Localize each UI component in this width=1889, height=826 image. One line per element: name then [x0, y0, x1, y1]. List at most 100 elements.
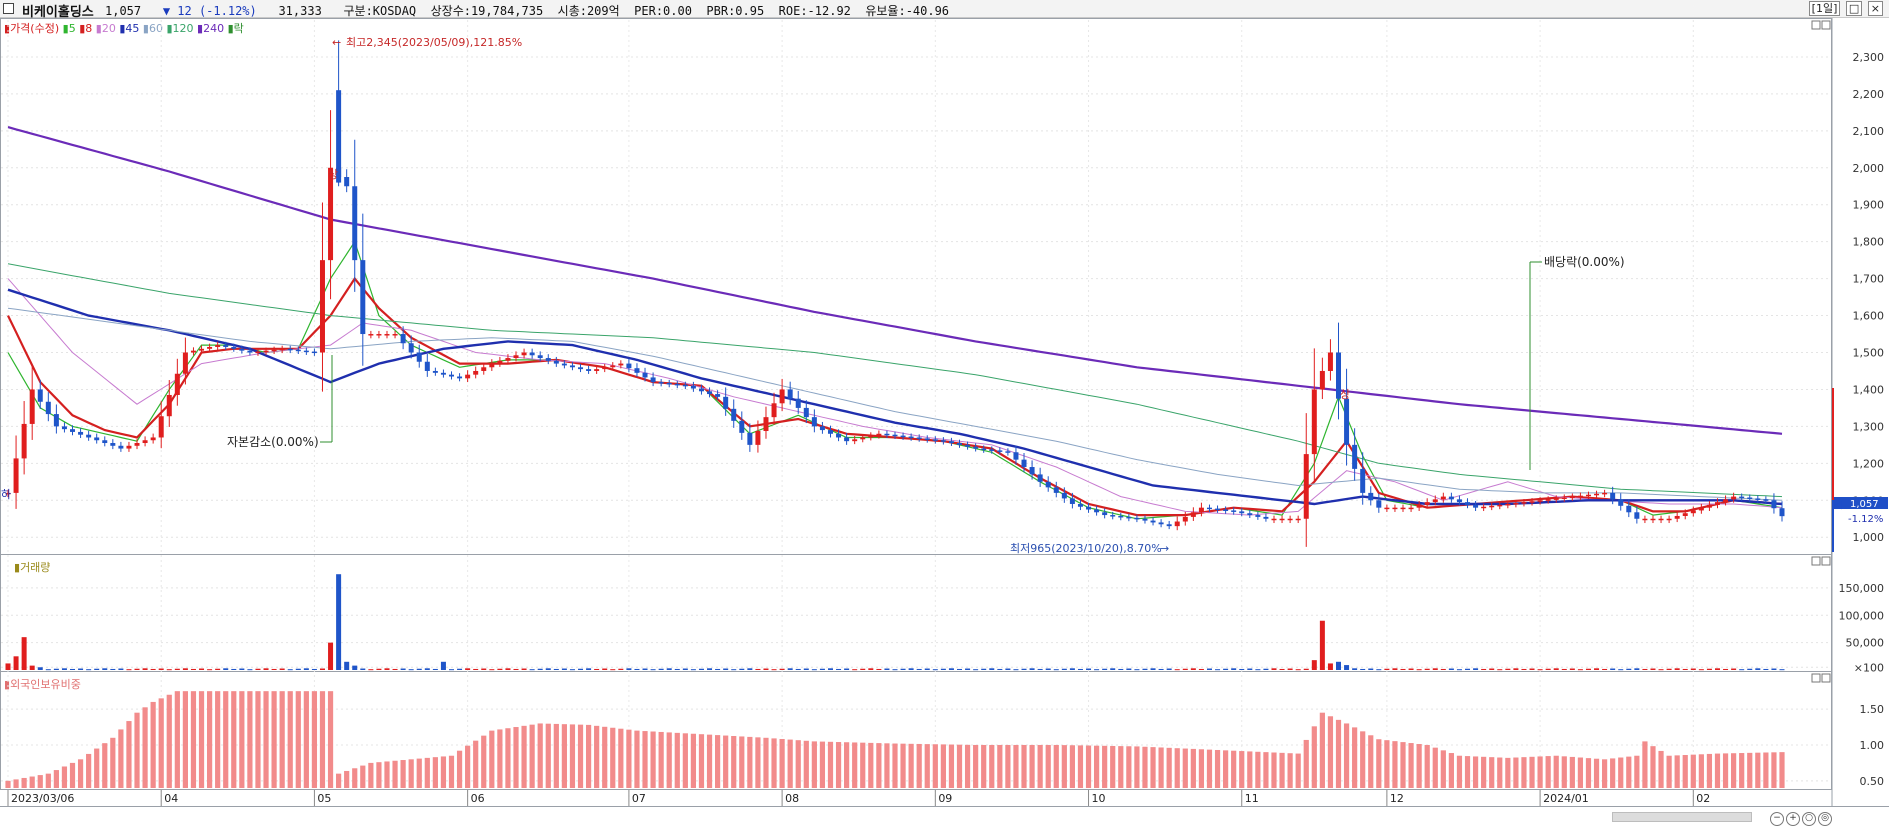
foreign-ratio-bar	[408, 759, 414, 788]
candle-body	[1255, 515, 1261, 517]
volume-bar	[182, 668, 188, 670]
candle-body	[1618, 499, 1624, 506]
candle-body	[811, 417, 817, 427]
volume-bar	[1198, 668, 1204, 670]
volume-bar	[529, 669, 535, 671]
candle-body	[1231, 510, 1237, 512]
candle-body	[553, 360, 559, 364]
zoom-fit-icon[interactable]: ◎	[1818, 812, 1832, 826]
volume-legend: ▮거래량	[14, 559, 50, 575]
candle-body	[674, 383, 680, 386]
candle-body	[1473, 504, 1479, 508]
ma240-legend[interactable]: ▮240	[197, 22, 225, 35]
volume-bar	[21, 637, 27, 670]
volume-bar	[561, 668, 567, 670]
candle-body	[1481, 506, 1487, 509]
foreign-ratio-bar	[29, 776, 35, 788]
foreign-panel-close-button[interactable]	[1821, 673, 1831, 683]
foreign-legend-label[interactable]: 외국인보유비중	[10, 678, 81, 691]
volume-bar	[1481, 668, 1487, 670]
volume-bar	[1231, 668, 1237, 670]
candle-body	[844, 437, 850, 442]
candle-body	[1577, 495, 1583, 498]
foreign-ratio-bar	[206, 691, 213, 788]
price-legend-label[interactable]: 가격(수정)	[10, 22, 60, 35]
foreign-ratio-bar	[424, 757, 430, 788]
ma45-legend[interactable]: ▮45	[119, 22, 140, 35]
volume-bar	[134, 668, 140, 670]
foreign-ratio-bar	[755, 737, 761, 788]
candle-body	[295, 349, 301, 352]
ma5-legend[interactable]: ▮5	[62, 22, 76, 35]
volume-bar	[553, 668, 559, 670]
foreign-ratio-bar	[239, 691, 245, 788]
volume-bar	[981, 668, 987, 670]
foreign-ratio-bar	[1352, 727, 1358, 788]
volume-bar	[1763, 668, 1769, 670]
volume-bar	[190, 668, 196, 670]
price-panel-close-button[interactable]	[1821, 20, 1831, 30]
candle-body	[1215, 508, 1221, 511]
volume-panel-min-button[interactable]	[1811, 556, 1821, 566]
volume-bar	[739, 668, 745, 670]
volume-bar	[287, 669, 293, 671]
volume-legend-label[interactable]: 거래량	[20, 561, 51, 574]
volume-bar	[1529, 668, 1535, 670]
foreign-ratio-bar	[1537, 756, 1543, 788]
price-panel-min-button[interactable]	[1811, 20, 1821, 30]
foreign-ratio-bar	[1255, 751, 1261, 788]
volume-bar	[1473, 668, 1479, 670]
ma120-legend[interactable]: ▮120	[166, 22, 194, 35]
volume-bar	[1690, 668, 1696, 670]
ex-rights-legend[interactable]: ▮락	[227, 22, 244, 35]
volume-bar	[537, 668, 543, 670]
close-icon[interactable]: ×	[1867, 1, 1883, 16]
foreign-ratio-bar	[1279, 752, 1285, 788]
volume-bar	[1190, 668, 1196, 670]
foreign-ratio-bar	[698, 734, 705, 788]
stock-info-bar: 비케이홀딩스 1,057 ▼ 12 (-1.12%) 31,333 구분:KOS…	[0, 0, 1889, 20]
candle-body	[715, 394, 721, 397]
volume-bar	[1094, 669, 1100, 671]
foreign-ratio-bar	[1682, 755, 1688, 788]
candle-body	[223, 345, 229, 347]
foreign-ratio-bar	[1593, 758, 1600, 788]
foreign-ratio-bar	[1634, 755, 1640, 788]
volume-bar	[1069, 668, 1075, 670]
high-candle-body	[336, 90, 342, 183]
foreign-ratio-bar	[61, 766, 68, 788]
ma8-legend[interactable]: ▮8	[79, 22, 93, 35]
foreign-ratio-bar	[1045, 744, 1051, 788]
stock-name[interactable]: 비케이홀딩스	[22, 5, 94, 20]
chart-select-checkbox[interactable]	[3, 3, 14, 14]
foreign-ratio-bar	[594, 725, 600, 788]
volume-bar	[110, 668, 116, 670]
candle-body	[1166, 524, 1172, 527]
zoom-in-icon[interactable]: +	[1786, 812, 1800, 826]
volume-bar	[1739, 669, 1745, 671]
foreign-panel-min-button[interactable]	[1811, 673, 1821, 683]
maximize-icon[interactable]: □	[1845, 1, 1863, 16]
candle-body	[1263, 516, 1269, 519]
xtick-label: 10	[1092, 792, 1106, 805]
volume-bar	[1682, 668, 1688, 670]
candle-body	[303, 350, 309, 353]
zoom-out-icon[interactable]: −	[1770, 812, 1784, 826]
volume-bar	[876, 668, 882, 670]
period-selector[interactable]: [1일]	[1808, 1, 1841, 16]
volume-panel-close-button[interactable]	[1821, 556, 1831, 566]
candle-body	[957, 443, 963, 445]
current-change-tag: -1.12%	[1848, 514, 1883, 525]
chart-scrollbar[interactable]	[1612, 812, 1752, 822]
ma20-legend[interactable]: ▮20	[95, 22, 116, 35]
candle-body	[255, 351, 261, 354]
xtick-label: 05	[317, 792, 331, 805]
foreign-ratio-bar	[102, 743, 108, 788]
candle-body	[1771, 500, 1777, 509]
xtick-label: 12	[1390, 792, 1404, 805]
volume-bar	[344, 661, 350, 670]
stock-quote: 1,057 ▼ 12 (-1.12%) 31,333 구분:KOSDAQ 상장수…	[105, 2, 949, 19]
zoom-reset-icon[interactable]: ○	[1802, 812, 1816, 826]
ma60-legend[interactable]: ▮60	[142, 22, 163, 35]
